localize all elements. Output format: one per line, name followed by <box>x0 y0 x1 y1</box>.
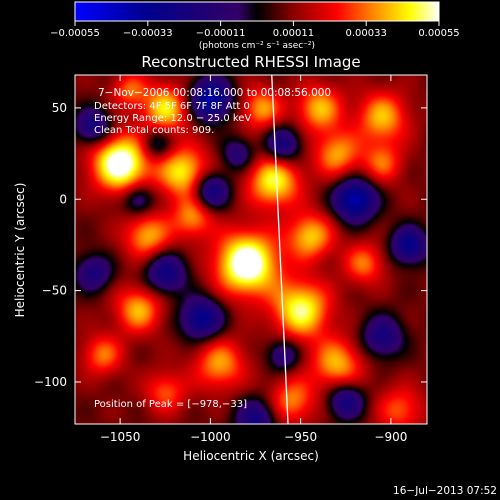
colorbar-tick-labels: −0.00055 −0.00033 −0.00011 0.00011 0.00033 0.… <box>50 28 460 39</box>
heatmap-image <box>75 75 427 424</box>
x-tick-label: −1050 <box>100 430 141 444</box>
y-tick-label: −50 <box>42 284 67 298</box>
info-detectors: Detectors: 4F 5F 6F 7F 8F Att 0 <box>94 101 250 112</box>
plot-area <box>75 75 427 424</box>
colorbar-tick-label: 0.00033 <box>346 28 387 39</box>
x-tick-label: −950 <box>284 430 317 444</box>
y-axis-label: Heliocentric Y (arcsec) <box>13 183 27 318</box>
timestamp: 16−Jul−2013 07:52 <box>393 485 497 497</box>
peak-position-label: Position of Peak = [−978,−33] <box>94 399 247 410</box>
info-clean-counts: Clean Total counts: 909. <box>94 125 214 136</box>
y-tick-label: −100 <box>34 375 67 389</box>
colorbar-tick-label: −0.00055 <box>50 28 100 39</box>
plot-frame <box>74 74 428 425</box>
info-energy-range: Energy Range: 12.0 − 25.0 keV <box>94 113 251 124</box>
x-axis-ticks: −1050 −1000 −950 −900 <box>100 75 407 444</box>
y-axis-ticks: 50 0 −50 −100 <box>34 101 427 389</box>
colorbar-tick-label: −0.00011 <box>196 28 246 39</box>
colorbar-ticks <box>74 21 440 26</box>
x-tick-label: −900 <box>374 430 407 444</box>
solar-limb-line <box>271 75 289 424</box>
info-block: 7−Nov−2006 00:08:16.000 to 00:08:56.000 … <box>94 87 331 136</box>
x-tick-label: −1000 <box>190 430 231 444</box>
y-tick-label: 50 <box>52 101 67 115</box>
colorbar-tick-label: −0.00033 <box>123 28 173 39</box>
colorbar-gradient <box>74 1 440 22</box>
colorbar-tick-label: 0.00011 <box>273 28 314 39</box>
x-axis-label: Heliocentric X (arcsec) <box>183 449 319 463</box>
y-tick-label: 0 <box>59 192 67 206</box>
info-time-range: 7−Nov−2006 00:08:16.000 to 00:08:56.000 <box>98 87 331 99</box>
chart-title: Reconstructed RHESSI Image <box>141 53 360 71</box>
colorbar: −0.00055 −0.00033 −0.00011 0.00011 0.00033 0.… <box>50 1 460 51</box>
colorbar-tick-label: 0.00055 <box>418 28 459 39</box>
colorbar-units: (photons cm⁻² s⁻¹ asec⁻²) <box>199 41 315 51</box>
